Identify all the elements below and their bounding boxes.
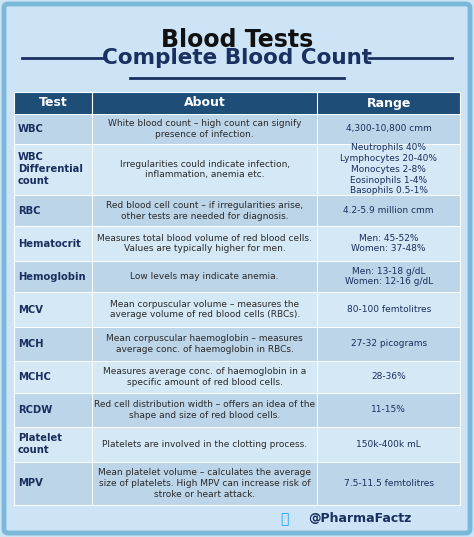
Bar xyxy=(14,92,460,114)
Text: Platelet
count: Platelet count xyxy=(18,433,62,455)
Text: Mean corpuscular volume – measures the
average volume of red blood cells (RBCs).: Mean corpuscular volume – measures the a… xyxy=(109,300,300,320)
FancyBboxPatch shape xyxy=(4,4,470,533)
Bar xyxy=(14,462,460,505)
Text: WBC: WBC xyxy=(18,124,44,134)
Bar xyxy=(14,92,460,505)
Text: Red blood cell count – if irregularities arise,
other tests are needed for diagn: Red blood cell count – if irregularities… xyxy=(106,201,303,221)
Text: 150k-400k mL: 150k-400k mL xyxy=(356,440,421,449)
Text: 7.5-11.5 femtolitres: 7.5-11.5 femtolitres xyxy=(344,479,434,488)
Text: Neutrophils 40%
Lymphocytes 20-40%
Monocytes 2-8%
Eosinophils 1-4%
Basophils 0.5: Neutrophils 40% Lymphocytes 20-40% Monoc… xyxy=(340,143,437,195)
Text: Mean platelet volume – calculates the average
size of platelets. High MPV can in: Mean platelet volume – calculates the av… xyxy=(98,468,311,498)
Bar xyxy=(14,427,460,462)
Text: Irregularities could indicate infection,
inflammation, anemia etc.: Irregularities could indicate infection,… xyxy=(119,159,290,179)
Bar xyxy=(14,361,460,393)
Text: WBC
Differential
count: WBC Differential count xyxy=(18,153,83,186)
Text: 27-32 picograms: 27-32 picograms xyxy=(351,339,427,349)
Text: 4,300-10,800 cmm: 4,300-10,800 cmm xyxy=(346,125,431,134)
Text: MCHC: MCHC xyxy=(18,372,51,382)
Text: Complete Blood Count: Complete Blood Count xyxy=(102,48,372,68)
Text: Men: 45-52%
Women: 37-48%: Men: 45-52% Women: 37-48% xyxy=(351,234,426,253)
Bar xyxy=(14,393,460,427)
Bar xyxy=(14,292,460,326)
Text: Range: Range xyxy=(366,97,411,110)
Bar xyxy=(14,195,460,227)
Text: Hematocrit: Hematocrit xyxy=(18,238,81,249)
Text: 80-100 femtolitres: 80-100 femtolitres xyxy=(346,305,431,314)
Text: RBC: RBC xyxy=(18,206,40,216)
Text: Measures total blood volume of red blood cells.
Values are typically higher for : Measures total blood volume of red blood… xyxy=(97,234,312,253)
Text: MCV: MCV xyxy=(18,304,43,315)
Text: Platelets are involved in the clotting process.: Platelets are involved in the clotting p… xyxy=(102,440,307,449)
Text: Hemoglobin: Hemoglobin xyxy=(18,272,86,281)
Bar xyxy=(14,144,460,195)
Text: 28-36%: 28-36% xyxy=(371,373,406,381)
Text: MCH: MCH xyxy=(18,339,44,349)
Text: Measures average conc. of haemoglobin in a
specific amount of red blood cells.: Measures average conc. of haemoglobin in… xyxy=(103,367,306,387)
Text: MPV: MPV xyxy=(18,478,43,488)
Text: Mean corpuscular haemoglobin – measures
average conc. of haemoglobin in RBCs.: Mean corpuscular haemoglobin – measures … xyxy=(106,334,303,354)
Text: About: About xyxy=(184,97,226,110)
Bar xyxy=(14,114,460,144)
Text: Red cell distribution width – offers an idea of the
shape and size of red blood : Red cell distribution width – offers an … xyxy=(94,400,315,420)
Text: 4.2-5.9 million cmm: 4.2-5.9 million cmm xyxy=(343,206,434,215)
Text: Low levels may indicate anemia.: Low levels may indicate anemia. xyxy=(130,272,279,281)
Text: 11-15%: 11-15% xyxy=(371,405,406,415)
Text: Men: 13-18 g/dL
Women: 12-16 g/dL: Men: 13-18 g/dL Women: 12-16 g/dL xyxy=(345,267,433,286)
Text: Blood Tests: Blood Tests xyxy=(161,28,313,52)
Bar xyxy=(14,227,460,261)
Bar xyxy=(14,326,460,361)
Text: @PharmaFactz: @PharmaFactz xyxy=(309,512,412,526)
Text: Test: Test xyxy=(39,97,67,110)
Text: White blood count – high count can signify
presence of infection.: White blood count – high count can signi… xyxy=(108,119,301,139)
Bar xyxy=(14,261,460,292)
Text: RCDW: RCDW xyxy=(18,405,52,415)
Text: 🐦: 🐦 xyxy=(280,512,289,526)
